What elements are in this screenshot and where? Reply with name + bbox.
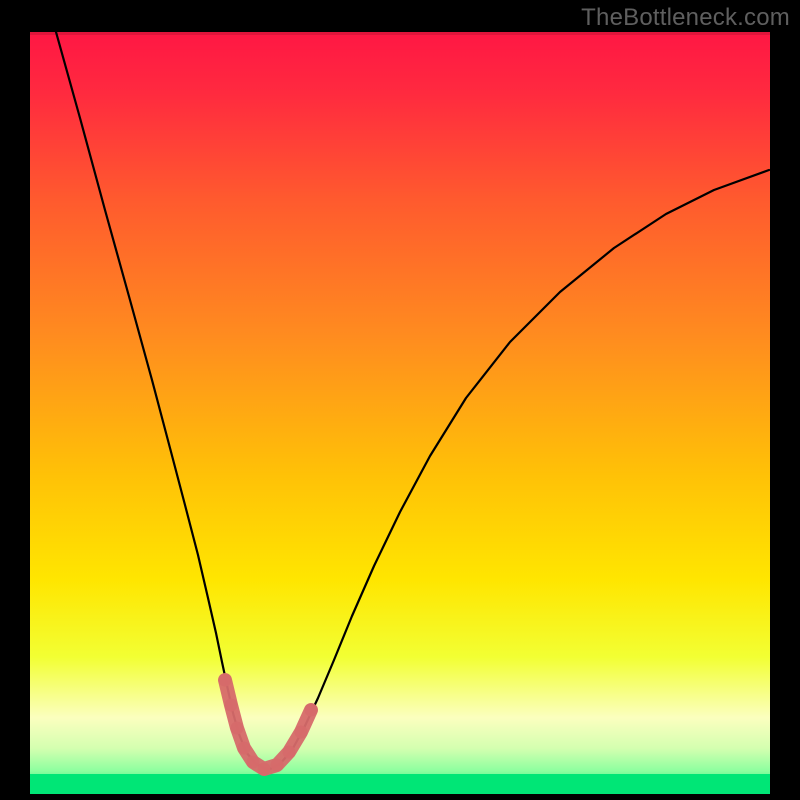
- plot-top-edge: [30, 32, 770, 35]
- bottleneck-chart: [0, 0, 800, 800]
- attribution-text: TheBottleneck.com: [581, 4, 790, 32]
- optimal-marker-dot: [258, 763, 271, 776]
- optimal-marker-dot: [295, 726, 308, 739]
- optimal-marker-dot: [247, 756, 260, 769]
- optimal-marker-dot: [305, 704, 318, 717]
- optimal-marker-dot: [238, 742, 251, 755]
- optimal-marker-dot: [271, 759, 284, 772]
- optimal-marker-dot: [225, 699, 238, 712]
- chart-container: TheBottleneck.com: [0, 0, 800, 800]
- optimal-marker-dot: [219, 674, 232, 687]
- optimal-marker-dot: [231, 722, 244, 735]
- baseline-strip: [30, 774, 770, 794]
- plot-area: [30, 32, 770, 794]
- optimal-marker-dot: [283, 746, 296, 759]
